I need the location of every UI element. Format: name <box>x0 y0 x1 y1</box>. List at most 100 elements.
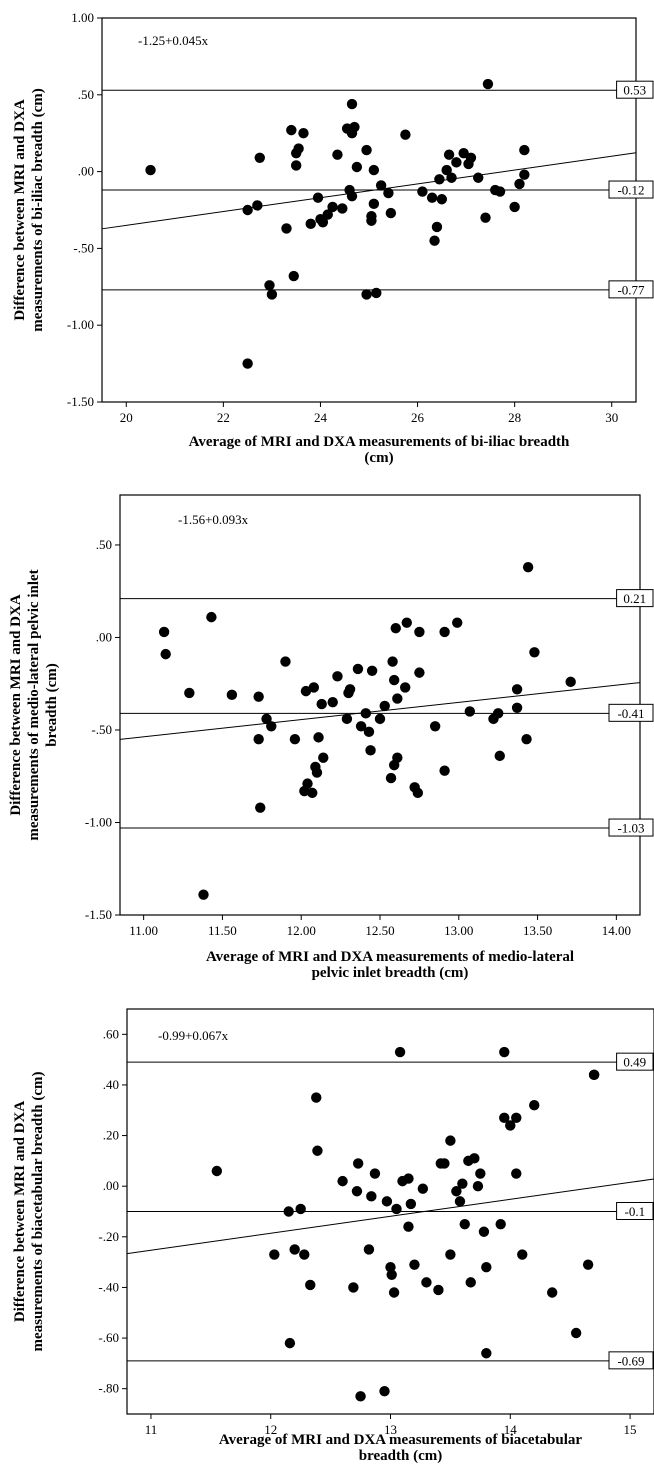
data-point <box>305 1279 316 1291</box>
data-point <box>441 164 452 176</box>
data-point <box>434 174 445 185</box>
data-point <box>388 1287 400 1298</box>
x-tick-label: 20 <box>120 410 133 425</box>
y-tick-label: .40 <box>103 1077 119 1092</box>
reference-label: 0.21 <box>623 591 646 606</box>
data-point <box>355 721 367 732</box>
data-point <box>365 745 376 756</box>
data-point <box>465 152 477 163</box>
data-point <box>521 734 532 745</box>
data-point <box>211 1165 223 1177</box>
data-point <box>546 1287 558 1298</box>
data-point <box>451 1186 462 1197</box>
data-point <box>417 186 428 197</box>
data-point <box>465 1277 476 1288</box>
data-point <box>519 169 530 180</box>
data-point <box>433 1284 444 1296</box>
data-point <box>400 682 411 693</box>
x-tick-label: 13 <box>384 1422 397 1437</box>
data-point <box>261 713 272 725</box>
data-point <box>426 192 438 203</box>
data-point <box>184 687 195 699</box>
data-point <box>387 656 398 667</box>
y-axis-title: measurements of bi-iliac breadth (cm) <box>30 88 46 332</box>
data-point <box>352 663 364 675</box>
data-point <box>351 161 363 173</box>
y-tick-label: -1.00 <box>67 317 94 332</box>
data-point <box>363 1244 375 1255</box>
regression-equation: -0.99+0.067x <box>158 1028 229 1043</box>
data-point <box>480 212 491 223</box>
data-point <box>305 218 316 230</box>
data-point <box>388 674 400 686</box>
data-point <box>253 691 264 702</box>
data-point <box>346 190 358 202</box>
data-point <box>405 1198 417 1210</box>
data-point <box>565 676 576 688</box>
y-tick-label: -1.00 <box>85 814 112 829</box>
data-point <box>355 1391 366 1402</box>
data-point <box>457 1178 468 1189</box>
data-point <box>431 221 443 233</box>
data-point <box>348 1282 359 1293</box>
data-point <box>511 1168 522 1179</box>
data-point <box>360 708 372 719</box>
data-point <box>351 1186 363 1197</box>
reference-label-box <box>616 1202 654 1220</box>
data-point <box>281 223 292 234</box>
data-point <box>318 752 329 763</box>
data-point <box>390 623 401 634</box>
data-point <box>452 617 463 628</box>
data-point <box>254 152 265 163</box>
data-point <box>435 1158 447 1169</box>
data-point <box>366 215 377 226</box>
data-point <box>379 700 390 712</box>
data-point <box>403 1173 414 1184</box>
y-tick-label: .60 <box>103 1026 119 1041</box>
reference-label-box <box>608 180 654 199</box>
y-tick-label: .20 <box>103 1128 119 1143</box>
data-point <box>478 1226 490 1237</box>
data-point <box>290 160 302 171</box>
y-tick-label: 1.00 <box>71 10 94 25</box>
data-point <box>298 128 309 139</box>
x-tick-label: 30 <box>605 410 618 425</box>
regression-equation: -1.56+0.093x <box>178 512 249 527</box>
data-point <box>464 706 476 717</box>
reference-label: 0.49 <box>623 1055 646 1070</box>
data-point <box>288 270 299 282</box>
x-tick-label: 12 <box>264 1422 277 1437</box>
reference-label-box <box>608 818 654 837</box>
data-point <box>308 682 320 693</box>
data-point <box>439 626 450 638</box>
data-point <box>375 180 387 191</box>
y-axis-title: measurements of biacetabular breadth (cm… <box>30 1072 46 1352</box>
data-point <box>313 732 324 743</box>
data-point <box>509 201 520 213</box>
data-point <box>522 561 534 573</box>
data-point <box>514 178 525 190</box>
y-axis-title: Difference between MRI and DXA <box>12 1101 28 1323</box>
y-axis-title: breadth (cm) <box>44 663 60 746</box>
data-point <box>307 787 318 799</box>
data-point <box>588 1069 600 1081</box>
data-point <box>280 656 291 667</box>
reference-label-box <box>616 80 654 99</box>
data-point <box>322 209 333 220</box>
data-point <box>311 1092 322 1103</box>
data-point <box>499 1112 510 1124</box>
x-tick-label: 11.00 <box>129 923 158 938</box>
y-tick-label: -.50 <box>91 722 112 737</box>
data-point <box>472 1180 484 1192</box>
data-point <box>511 684 523 695</box>
x-tick-label: 12.50 <box>365 923 394 938</box>
data-point <box>582 1259 594 1270</box>
data-point <box>403 1221 414 1232</box>
data-point <box>495 1218 506 1230</box>
x-axis-title: Average of MRI and DXA measurements of b… <box>219 1432 582 1448</box>
reference-label: -0.12 <box>617 183 644 198</box>
data-point <box>242 204 253 216</box>
data-point <box>264 280 275 291</box>
data-point <box>451 157 462 168</box>
y-tick-label: -.20 <box>98 1229 119 1244</box>
